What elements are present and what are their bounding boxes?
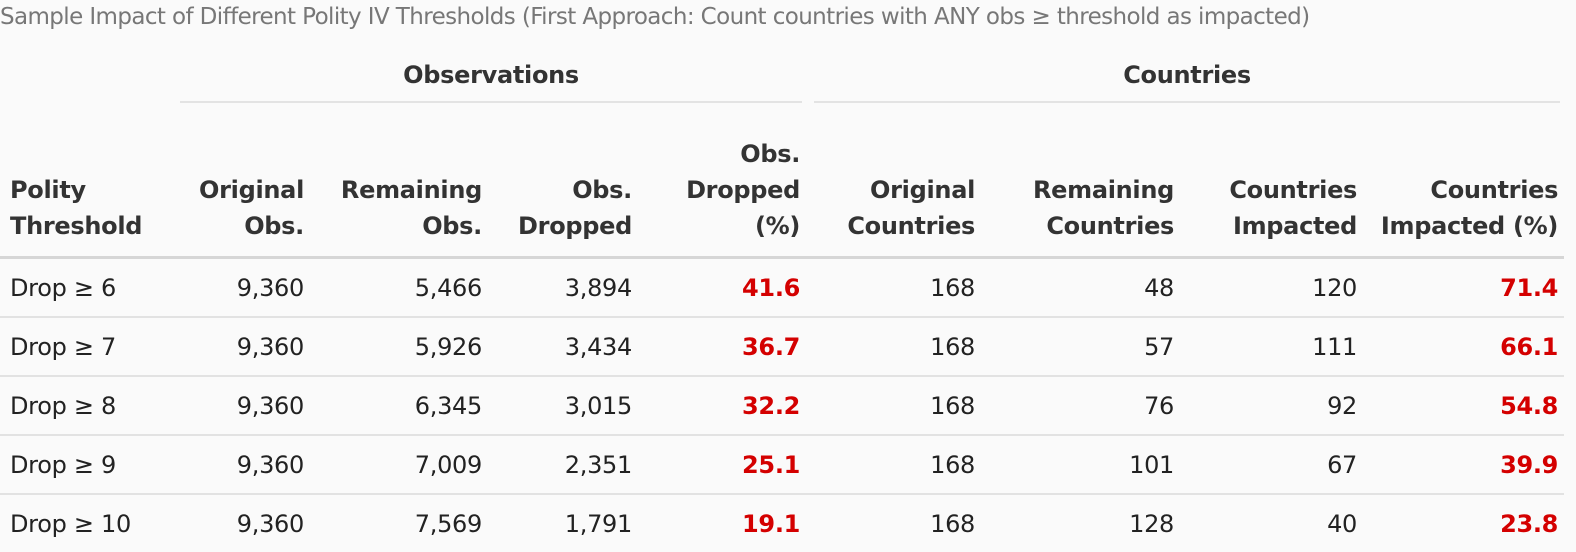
cell-original-obs: 9,360 [172, 318, 310, 377]
column-header-original-obs: Original Obs. [172, 110, 310, 259]
cell-original-countries: 168 [930, 509, 976, 538]
cell-countries-impacted-pct: 66.1 [1363, 318, 1565, 377]
cell-obs-dropped-pct: 36.7 [638, 318, 807, 377]
column-header-remaining-obs: Remaining Obs. [310, 110, 488, 259]
column-header-line: Impacted (%) [1380, 212, 1559, 240]
cell-countries-impacted: 92 [1180, 377, 1364, 436]
cell-original-obs: 9,360 [172, 436, 310, 495]
column-header-line: Threshold [10, 212, 143, 240]
spanner-observations-label: Observations [180, 61, 803, 103]
column-header-line: Countries [1046, 212, 1175, 240]
column-header-line: Countries [847, 212, 976, 240]
polity-threshold-table: Observations Countries Polity Threshold Or… [0, 54, 1565, 552]
column-header-obs-dropped: Obs. Dropped [488, 110, 638, 259]
cell-countries-impacted: 120 [1180, 259, 1364, 318]
column-header-original-countries: Original Countries [806, 110, 982, 259]
table-caption: Sample Impact of Different Polity IV Thr… [0, 4, 1310, 30]
cell-polity-threshold: Drop ≥ 10 [10, 509, 131, 538]
column-header-line: Obs. [422, 212, 482, 240]
cell-original-countries: 168 [806, 318, 982, 377]
column-header-polity-threshold: Polity Threshold [0, 110, 172, 259]
cell-original-obs: 9,360 [236, 509, 305, 538]
cell-remaining-countries: 128 [1129, 509, 1175, 538]
cell-original-countries: 168 [806, 377, 982, 436]
cell-remaining-obs: 5,466 [310, 259, 488, 318]
cell-countries-impacted-pct: 23.8 [1500, 509, 1559, 538]
cell-polity-threshold: Drop ≥ 7 [0, 318, 172, 377]
cell-countries-impacted: 40 [1327, 509, 1358, 538]
cell-remaining-countries: 76 [981, 377, 1181, 436]
column-header-obs-dropped-pct: Obs. Dropped (%) [638, 110, 807, 259]
cell-obs-dropped-pct: 19.1 [742, 509, 801, 538]
cell-obs-dropped: 3,015 [488, 377, 638, 436]
column-header-line: Polity [10, 176, 86, 204]
cell-remaining-obs: 5,926 [310, 318, 488, 377]
column-header-line: Original [199, 176, 304, 204]
column-header-remaining-countries: Remaining Countries [981, 110, 1181, 259]
spanner-countries-label: Countries [814, 61, 1561, 103]
cell-remaining-countries: 57 [981, 318, 1181, 377]
cell-obs-dropped: 1,791 [564, 509, 633, 538]
column-header-line: Obs. [572, 176, 632, 204]
cell-original-countries: 168 [806, 259, 982, 318]
column-header-line: Obs. [244, 212, 304, 240]
cell-countries-impacted: 111 [1180, 318, 1364, 377]
column-header-line: Obs. [740, 140, 801, 168]
column-header-line: (%) [754, 212, 801, 240]
column-header-countries-impacted-pct: Countries Impacted (%) [1363, 110, 1565, 259]
cell-polity-threshold: Drop ≥ 6 [0, 259, 172, 318]
cell-remaining-obs: 6,345 [310, 377, 488, 436]
column-header-line: Impacted [1232, 212, 1358, 240]
cell-countries-impacted-pct: 71.4 [1363, 259, 1565, 318]
cell-original-obs: 9,360 [172, 377, 310, 436]
cell-countries-impacted-pct: 39.9 [1363, 436, 1565, 495]
cell-original-countries: 168 [806, 436, 982, 495]
cell-remaining-countries: 48 [981, 259, 1181, 318]
cell-remaining-obs: 7,569 [414, 509, 483, 538]
spanner-observations: Observations [172, 54, 806, 110]
column-header-line: Countries [1229, 176, 1358, 204]
column-header-countries-impacted: Countries Impacted [1180, 110, 1364, 259]
table-row: Drop ≥ 6 9,360 5,466 3,894 41.6 168 48 120 71.4 [0, 259, 1565, 318]
table-row: Drop ≥ 8 9,360 6,345 3,015 32.2 168 76 92 54.8 [0, 377, 1565, 436]
spanner-countries: Countries [806, 54, 1564, 110]
cell-obs-dropped-pct: 25.1 [638, 436, 807, 495]
table-row: Drop ≥ 10 9,360 7,569 1,791 19.1 168 128 40 23.8 [0, 495, 1564, 552]
cell-obs-dropped: 3,894 [488, 259, 638, 318]
cell-obs-dropped: 2,351 [488, 436, 638, 495]
cell-obs-dropped-pct: 41.6 [638, 259, 807, 318]
column-header-line: Dropped [686, 176, 801, 204]
column-header-line: Countries [1430, 176, 1559, 204]
cell-remaining-obs: 7,009 [310, 436, 488, 495]
spanner-empty [0, 54, 172, 110]
column-header-line: Remaining [340, 176, 482, 204]
table-row: Drop ≥ 9 9,360 7,009 2,351 25.1 168 101 67 39.9 [0, 436, 1565, 495]
table-row: Drop ≥ 7 9,360 5,926 3,434 36.7 168 57 111 66.1 [0, 318, 1565, 377]
cell-remaining-countries: 101 [981, 436, 1181, 495]
cell-polity-threshold: Drop ≥ 9 [0, 436, 172, 495]
cell-obs-dropped-pct: 32.2 [638, 377, 807, 436]
column-header-line: Original [870, 176, 976, 204]
cell-obs-dropped: 3,434 [488, 318, 638, 377]
column-header-line: Dropped [518, 212, 632, 240]
cell-countries-impacted: 67 [1180, 436, 1364, 495]
cell-polity-threshold: Drop ≥ 8 [0, 377, 172, 436]
column-header-line: Remaining [1032, 176, 1175, 204]
cell-original-obs: 9,360 [172, 259, 310, 318]
cell-countries-impacted-pct: 54.8 [1363, 377, 1565, 436]
